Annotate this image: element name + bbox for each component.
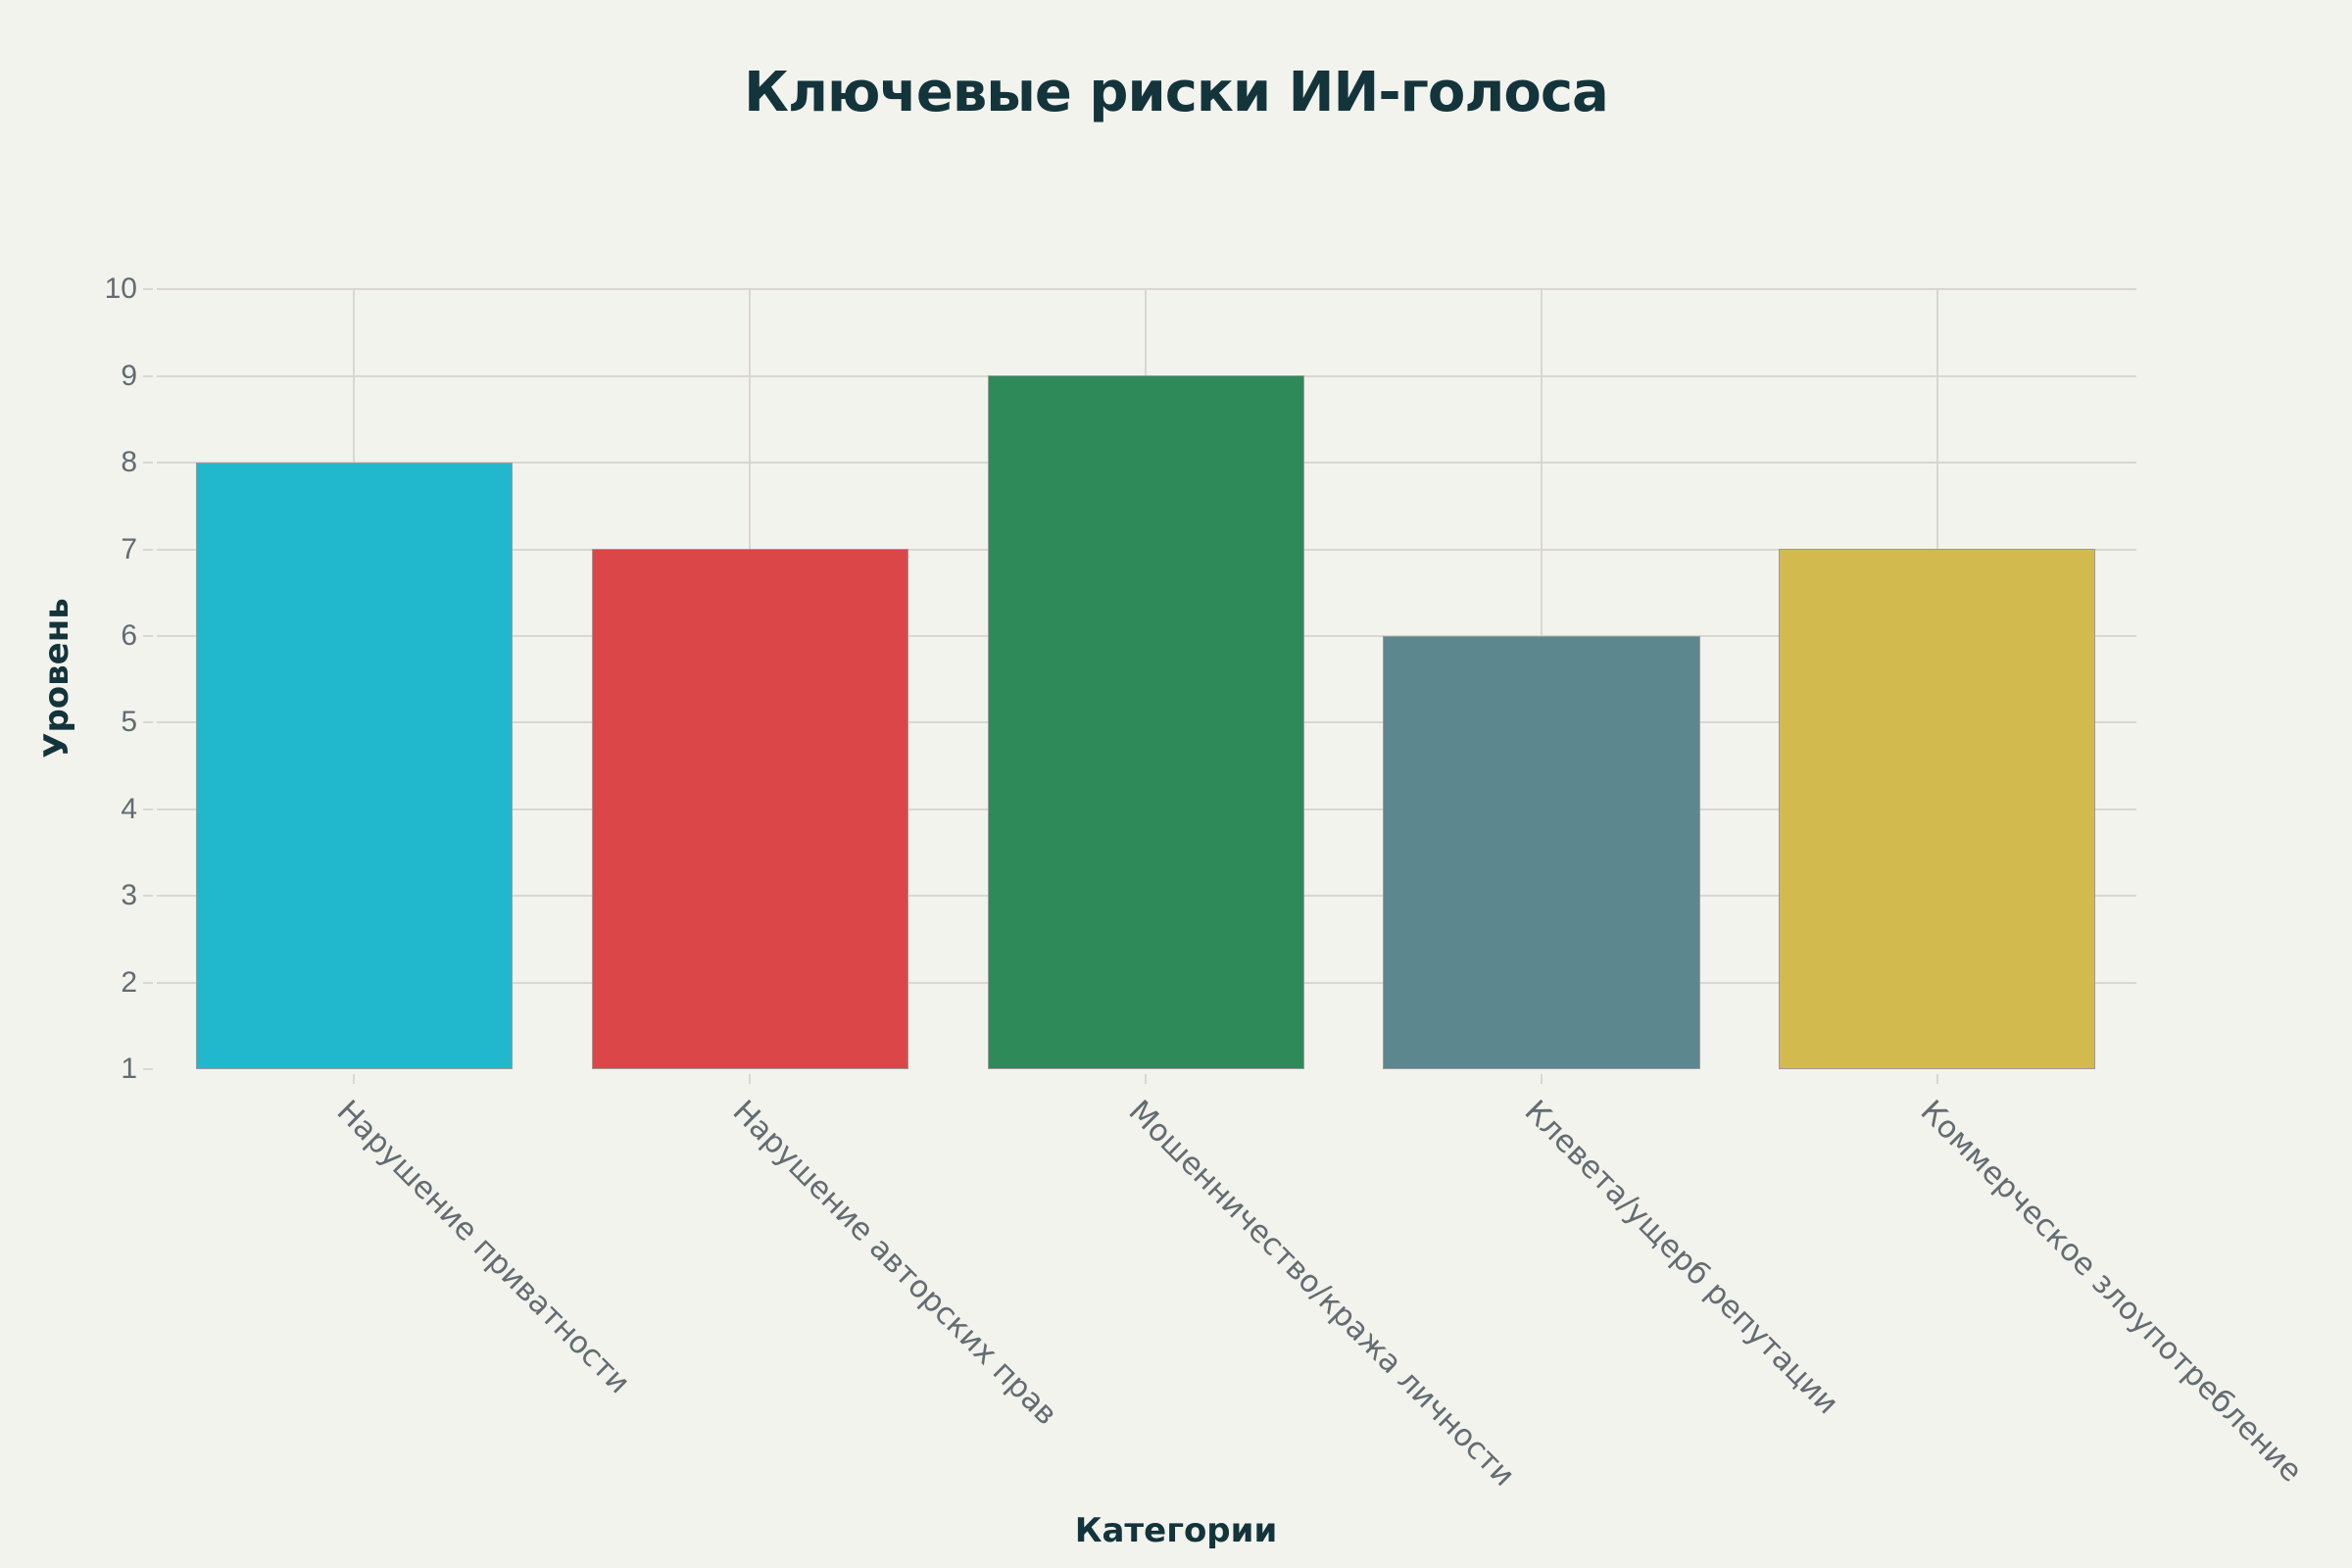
x-tick-mark bbox=[1541, 1074, 1543, 1084]
y-tick-label: 4 bbox=[121, 793, 137, 825]
y-tick-mark bbox=[143, 549, 153, 551]
y-tick-mark bbox=[143, 982, 153, 984]
y-tick-label: 5 bbox=[121, 706, 137, 738]
bar-defamation bbox=[1383, 636, 1700, 1069]
x-tick-label: Коммерческое злоупотребление bbox=[1913, 1094, 2310, 1490]
x-tick-label: Нарушение авторских прав bbox=[725, 1094, 1064, 1433]
bar-commercial-misuse bbox=[1779, 549, 2095, 1069]
y-tick-label: 9 bbox=[121, 360, 137, 392]
y-tick-label: 10 bbox=[104, 272, 137, 305]
bar-copyright-violation bbox=[592, 549, 908, 1069]
y-tick-label: 1 bbox=[121, 1053, 137, 1085]
y-tick-label: 2 bbox=[121, 966, 137, 999]
bar-fraud-identity-theft bbox=[988, 375, 1304, 1069]
y-tick-mark bbox=[143, 635, 153, 637]
y-tick-mark bbox=[143, 375, 153, 377]
x-tick-label: Клевета/ущерб репутации bbox=[1517, 1094, 1845, 1422]
x-tick-mark bbox=[353, 1074, 355, 1084]
x-tick-label: Мошенничество/кража личности bbox=[1121, 1094, 1522, 1494]
x-tick-mark bbox=[749, 1074, 751, 1084]
x-tick-label: Нарушение приватности bbox=[329, 1094, 637, 1401]
y-axis-title: Уровень bbox=[37, 598, 76, 759]
y-tick-mark bbox=[143, 721, 153, 723]
y-tick-label: 7 bbox=[121, 533, 137, 565]
x-tick-mark bbox=[1936, 1074, 1938, 1084]
y-tick-label: 3 bbox=[121, 879, 137, 911]
y-tick-label: 6 bbox=[121, 619, 137, 652]
y-tick-mark bbox=[143, 1068, 153, 1070]
x-tick-mark bbox=[1145, 1074, 1147, 1084]
y-tick-mark bbox=[143, 288, 153, 290]
y-tick-label: 8 bbox=[121, 446, 137, 478]
gridline-y-10 bbox=[157, 288, 2136, 290]
bar-privacy-violation bbox=[196, 463, 513, 1069]
y-tick-mark bbox=[143, 462, 153, 464]
y-tick-mark bbox=[143, 808, 153, 810]
y-tick-mark bbox=[143, 895, 153, 897]
chart-title: Ключевые риски ИИ-голоса bbox=[744, 61, 1609, 124]
x-axis-title: Категории bbox=[1074, 1511, 1278, 1550]
